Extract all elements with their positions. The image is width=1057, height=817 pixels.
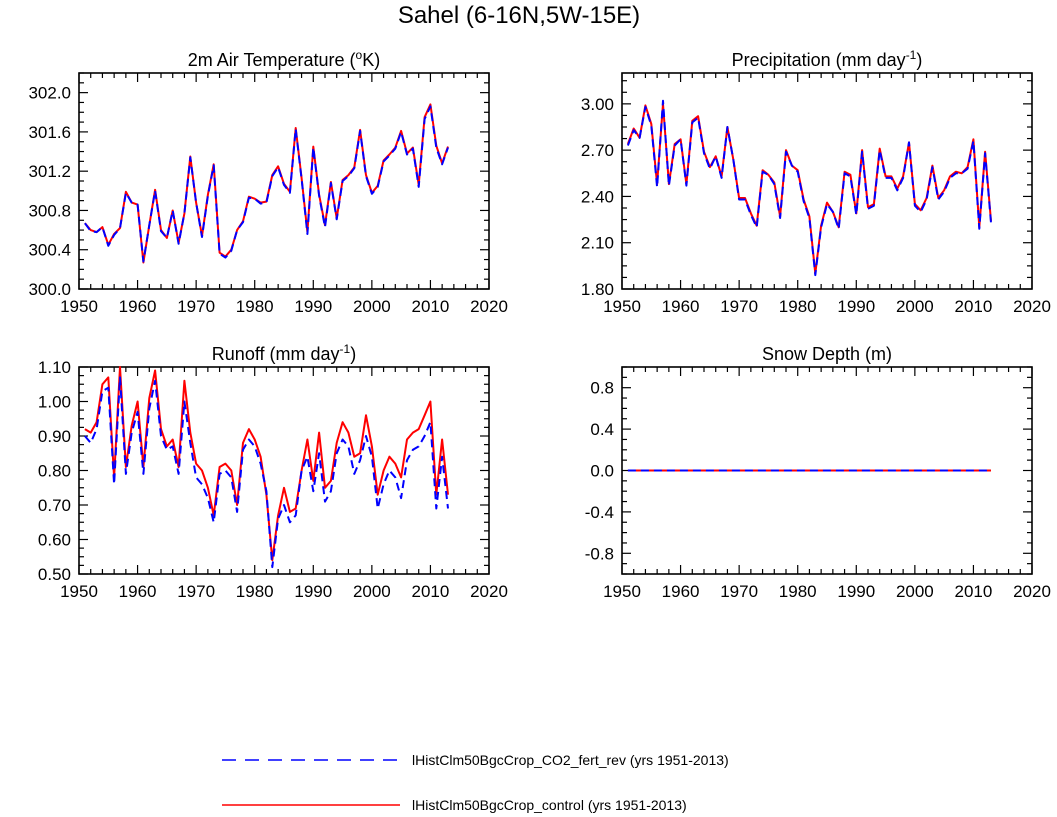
legend: lHistClm50BgcCrop_CO2_fert_rev (yrs 1951… <box>222 752 729 813</box>
x-tick-label: 1980 <box>236 582 274 601</box>
panel-title-main: Runoff (mm day <box>212 344 340 364</box>
x-tick-label: 1970 <box>720 297 758 316</box>
y-tick-label: 2.40 <box>581 187 614 206</box>
panel-title-main: Precipitation (mm day <box>732 50 906 70</box>
y-tick-label: 300.0 <box>28 280 71 299</box>
panel-title-main: Snow Depth (m) <box>762 344 892 364</box>
y-tick-label: 0.90 <box>38 427 71 446</box>
panel-title-superscript: -1 <box>340 342 351 356</box>
y-tick-label: 300.8 <box>28 201 71 220</box>
legend-label-control: lHistClm50BgcCrop_control (yrs 1951-2013… <box>412 797 687 813</box>
x-tick-label: 1970 <box>177 582 215 601</box>
x-tick-label: 2010 <box>412 582 450 601</box>
legend-label-co2: lHistClm50BgcCrop_CO2_fert_rev (yrs 1951… <box>412 752 729 768</box>
x-tick-label: 2010 <box>955 297 993 316</box>
y-tick-label: -0.4 <box>585 503 614 522</box>
x-tick-label: 1960 <box>119 582 157 601</box>
y-tick-label: -0.8 <box>585 544 614 563</box>
panel-title-main: 2m Air Temperature ( <box>188 50 356 70</box>
x-tick-label: 1950 <box>60 297 98 316</box>
y-tick-label: 1.10 <box>38 358 71 377</box>
y-tick-label: 3.00 <box>581 95 614 114</box>
x-tick-label: 2000 <box>353 582 391 601</box>
x-tick-label: 1990 <box>837 582 875 601</box>
plot-frame <box>78 366 490 575</box>
y-tick-label: 301.6 <box>28 123 71 142</box>
y-tick-label: 0.80 <box>38 462 71 481</box>
y-tick-label: 0.50 <box>38 565 71 584</box>
panels: 2m Air Temperature (oK) 1950 1960 1970 1980 1… <box>28 48 1050 601</box>
x-tick-label: 2020 <box>1013 582 1051 601</box>
panel-title: Runoff (mm day-1) <box>212 342 356 364</box>
page-title: Sahel (6-16N,5W-15E) <box>398 2 640 29</box>
x-tick-label: 2010 <box>955 582 993 601</box>
chart-panel-0: 2m Air Temperature (oK) 1950 1960 1970 1980 1… <box>28 48 507 316</box>
x-tick-label: 1990 <box>294 582 332 601</box>
x-tick-label: 2020 <box>1013 297 1051 316</box>
x-tick-label: 2000 <box>896 582 934 601</box>
y-tick-label: 302.0 <box>28 84 71 103</box>
x-tick-label: 1970 <box>720 582 758 601</box>
panel-title-superscript: -1 <box>906 48 917 62</box>
x-tick-label: 1990 <box>837 297 875 316</box>
series-line-co2 <box>626 99 992 277</box>
x-tick-label: 1960 <box>662 582 700 601</box>
y-tick-label: 0.0 <box>590 462 614 481</box>
x-tick-label: 1950 <box>603 297 641 316</box>
panel-title: Precipitation (mm day-1) <box>732 48 923 70</box>
plot-frame <box>621 72 1033 290</box>
panel-title: Snow Depth (m) <box>762 344 892 364</box>
series-line-co2 <box>84 376 449 569</box>
x-tick-label: 2000 <box>896 297 934 316</box>
panel-title: 2m Air Temperature (oK) <box>188 48 380 70</box>
x-tick-label: 1950 <box>60 582 98 601</box>
series-line-control <box>84 103 449 264</box>
y-tick-label: 1.00 <box>38 393 71 412</box>
x-tick-label: 1980 <box>779 582 817 601</box>
y-tick-label: 0.4 <box>590 420 614 439</box>
panel-title-end: ) <box>916 50 922 70</box>
y-tick-label: 1.80 <box>581 280 614 299</box>
x-tick-label: 2020 <box>470 297 508 316</box>
chart-panel-1: Precipitation (mm day-1) 1950 1960 1970 1980… <box>581 48 1051 316</box>
x-tick-label: 2000 <box>353 297 391 316</box>
x-tick-label: 1990 <box>294 297 332 316</box>
y-tick-label: 0.8 <box>590 379 614 398</box>
x-tick-label: 1950 <box>603 582 641 601</box>
panel-title-end: ) <box>350 344 356 364</box>
chart-panel-3: Snow Depth (m) 1950 1960 1970 1980 1990 2000 20… <box>585 344 1051 601</box>
series-line-co2 <box>84 105 449 263</box>
y-tick-label: 0.60 <box>38 531 71 550</box>
y-tick-label: 300.4 <box>28 241 71 260</box>
x-tick-label: 1960 <box>119 297 157 316</box>
x-tick-label: 1960 <box>662 297 700 316</box>
chart-panel-2: Runoff (mm day-1) 1950 1960 1970 1980 1990 200… <box>38 342 508 601</box>
panel-title-superscript: o <box>356 48 363 62</box>
y-tick-label: 0.70 <box>38 496 71 515</box>
series-line-control <box>84 366 449 562</box>
x-tick-label: 1980 <box>779 297 817 316</box>
x-tick-label: 1980 <box>236 297 274 316</box>
x-tick-label: 2010 <box>412 297 450 316</box>
y-tick-label: 2.10 <box>581 234 614 253</box>
y-tick-label: 301.2 <box>28 162 71 181</box>
x-tick-label: 1970 <box>177 297 215 316</box>
panel-title-end: K) <box>362 50 380 70</box>
y-tick-label: 2.70 <box>581 141 614 160</box>
x-tick-label: 2020 <box>470 582 508 601</box>
